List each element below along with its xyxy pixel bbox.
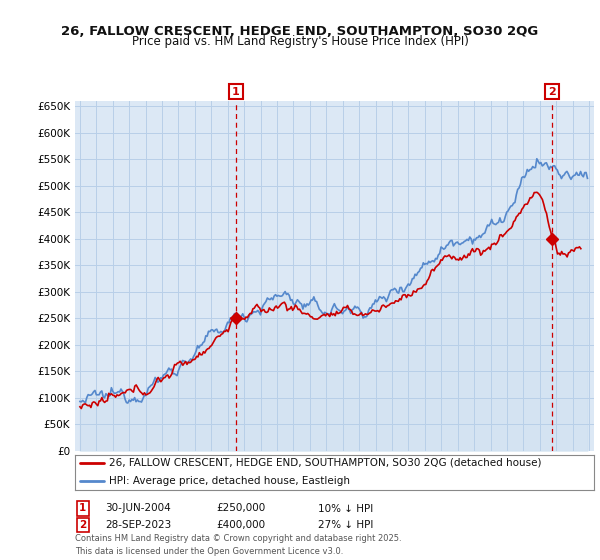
Text: 10% ↓ HPI: 10% ↓ HPI bbox=[318, 503, 373, 514]
Text: £250,000: £250,000 bbox=[216, 503, 265, 514]
Text: HPI: Average price, detached house, Eastleigh: HPI: Average price, detached house, East… bbox=[109, 477, 350, 486]
Text: 27% ↓ HPI: 27% ↓ HPI bbox=[318, 520, 373, 530]
Text: 1: 1 bbox=[79, 503, 86, 514]
Text: Contains HM Land Registry data © Crown copyright and database right 2025.
This d: Contains HM Land Registry data © Crown c… bbox=[75, 534, 401, 556]
Text: 28-SEP-2023: 28-SEP-2023 bbox=[105, 520, 171, 530]
Text: £400,000: £400,000 bbox=[216, 520, 265, 530]
Text: Price paid vs. HM Land Registry's House Price Index (HPI): Price paid vs. HM Land Registry's House … bbox=[131, 35, 469, 48]
Text: 26, FALLOW CRESCENT, HEDGE END, SOUTHAMPTON, SO30 2QG: 26, FALLOW CRESCENT, HEDGE END, SOUTHAMP… bbox=[61, 25, 539, 38]
Text: 30-JUN-2004: 30-JUN-2004 bbox=[105, 503, 171, 514]
Text: 2: 2 bbox=[548, 87, 556, 97]
Text: 26, FALLOW CRESCENT, HEDGE END, SOUTHAMPTON, SO30 2QG (detached house): 26, FALLOW CRESCENT, HEDGE END, SOUTHAMP… bbox=[109, 458, 541, 468]
Text: 1: 1 bbox=[232, 87, 240, 97]
Text: 2: 2 bbox=[79, 520, 86, 530]
